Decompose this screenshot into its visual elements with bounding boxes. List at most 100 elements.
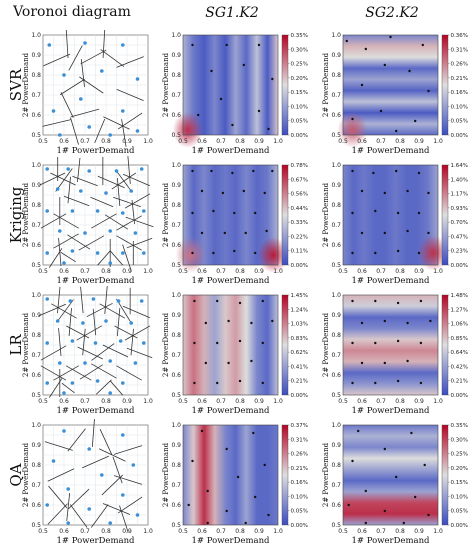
colorbar-tick-label: 0.36% [451,33,468,39]
colorbar-tick-label: 0.35% [451,423,468,429]
voronoi-edge [100,49,125,67]
voronoi-point [45,341,49,345]
colorbar-tick-label: 0.05% [451,119,468,125]
sample-point [263,191,266,195]
x-tick-label: 1.0 [143,398,153,405]
y-tick-label: 1.0 [331,422,341,429]
sample-point [364,489,367,493]
colorbar-tick-label: 1.24% [291,307,308,313]
x-tick-label: 1.0 [273,268,283,275]
x-tick-label: 0.6 [197,268,207,275]
colorbar [281,424,289,526]
heatmap-frame [342,294,439,396]
x-tick-label: 0.9 [414,528,424,535]
sample-point [396,379,400,383]
sample-point [233,249,236,253]
y-axis-label: 2# PowerDemand [322,52,330,117]
voronoi-edge [122,173,150,187]
x-tick-label: 0.8 [101,398,111,405]
colorbar-tick-label: 0.25% [451,452,468,458]
voronoi-point [47,43,52,47]
y-tick-label: 0.9 [331,312,341,319]
y-tick-label: 0.8 [331,72,341,79]
sample-point [242,189,245,193]
voronoi-edge [53,365,79,381]
sample-point [417,171,421,175]
panel-lr-0: 0.5 0.6 0.7 0.8 0.9 1.0 0.5 0.6 0.7 0.8 0.9 1.0 1# P… [22,286,153,416]
voronoi-point [121,251,125,255]
sample-point [383,191,386,195]
sample-point [197,113,200,117]
sample-point [261,299,264,303]
voronoi-point [108,521,112,525]
sample-point [417,251,421,255]
voronoi-point [79,189,83,193]
y-tick-label: 0.7 [171,222,181,229]
voronoi-edge [90,504,109,528]
sample-point [395,169,398,173]
y-axis-label: 2# PowerDemand [162,52,170,117]
voronoi-edge [109,380,124,396]
colorbar-tick-label: 1.27% [451,307,468,313]
colorbar-tick-label: 0.15% [291,90,308,96]
voronoi-edge [53,233,79,249]
panel-kriging-1: 0.50.50.60.60.70.70.80.80.90.91.01.01# P… [162,162,308,286]
sample-point [427,89,430,93]
y-axis-label: 2# PowerDemand [162,312,170,377]
panel-kriging-2: 0.50.50.60.60.70.70.80.80.90.91.01.01# P… [322,162,468,286]
y-tick-label: 1.0 [331,162,341,169]
voronoi-edge [104,286,108,314]
y-tick-label: 0.5 [31,522,41,529]
x-axis-label: 1# PowerDemand [192,406,271,416]
voronoi-edge [60,251,76,263]
sample-point [191,459,194,463]
x-tick-label: 0.7 [216,138,226,145]
sample-point [372,171,375,175]
voronoi-point [83,231,87,235]
sample-point [193,341,196,345]
sample-point [423,463,426,467]
voronoi-edge [96,379,112,395]
colorbar-tick-label: 0.26% [451,62,468,68]
colorbar-tick-label: 0.47% [451,234,468,240]
x-tick-label: 1.0 [433,398,443,405]
sample-point [193,299,196,303]
panel-kriging-0: 0.5 0.6 0.7 0.8 0.9 1.0 0.5 0.6 0.7 0.8 0.9 1.0 1# P… [22,156,154,286]
voronoi-edge [80,286,84,314]
sample-point [244,231,247,235]
x-tick-label: 0.9 [122,398,132,405]
x-tick-label: 1.0 [273,138,283,145]
sample-point [227,361,230,365]
sample-point [238,339,242,343]
voronoi-edge [81,455,110,469]
voronoi-edge [97,250,111,266]
y-tick-label: 0.6 [331,372,341,379]
voronoi-edge [80,59,85,87]
colorbar-tick-label: 1.17% [451,192,468,198]
y-tick-label: 1.0 [331,292,341,299]
sample-point [395,475,398,479]
voronoi-edge [76,325,102,341]
voronoi-point [135,129,140,133]
sample-point [351,211,354,215]
x-tick-label: 0.5 [178,528,188,535]
heatmap-hotspot [258,237,289,273]
colorbar-tick-label: 0.30% [451,437,468,443]
y-axis-label: 2# PowerDemand [22,52,30,117]
sample-point [374,381,377,385]
sample-point [396,339,400,343]
y-tick-label: 0.7 [31,352,41,359]
voronoi-edge [122,305,150,319]
y-tick-label: 0.6 [331,502,341,509]
colorbar-tick-label: 0.10% [451,494,468,500]
sample-point [225,43,228,47]
x-tick-label: 0.5 [178,398,188,405]
sample-point [225,509,228,513]
voronoi-edge [72,175,98,187]
voronoi-point [70,381,75,385]
heatmap-field [343,425,438,525]
heatmap-frame [182,294,279,396]
x-tick-label: 0.7 [80,398,90,405]
x-tick-label: 0.6 [197,398,207,405]
sample-point [419,299,423,303]
